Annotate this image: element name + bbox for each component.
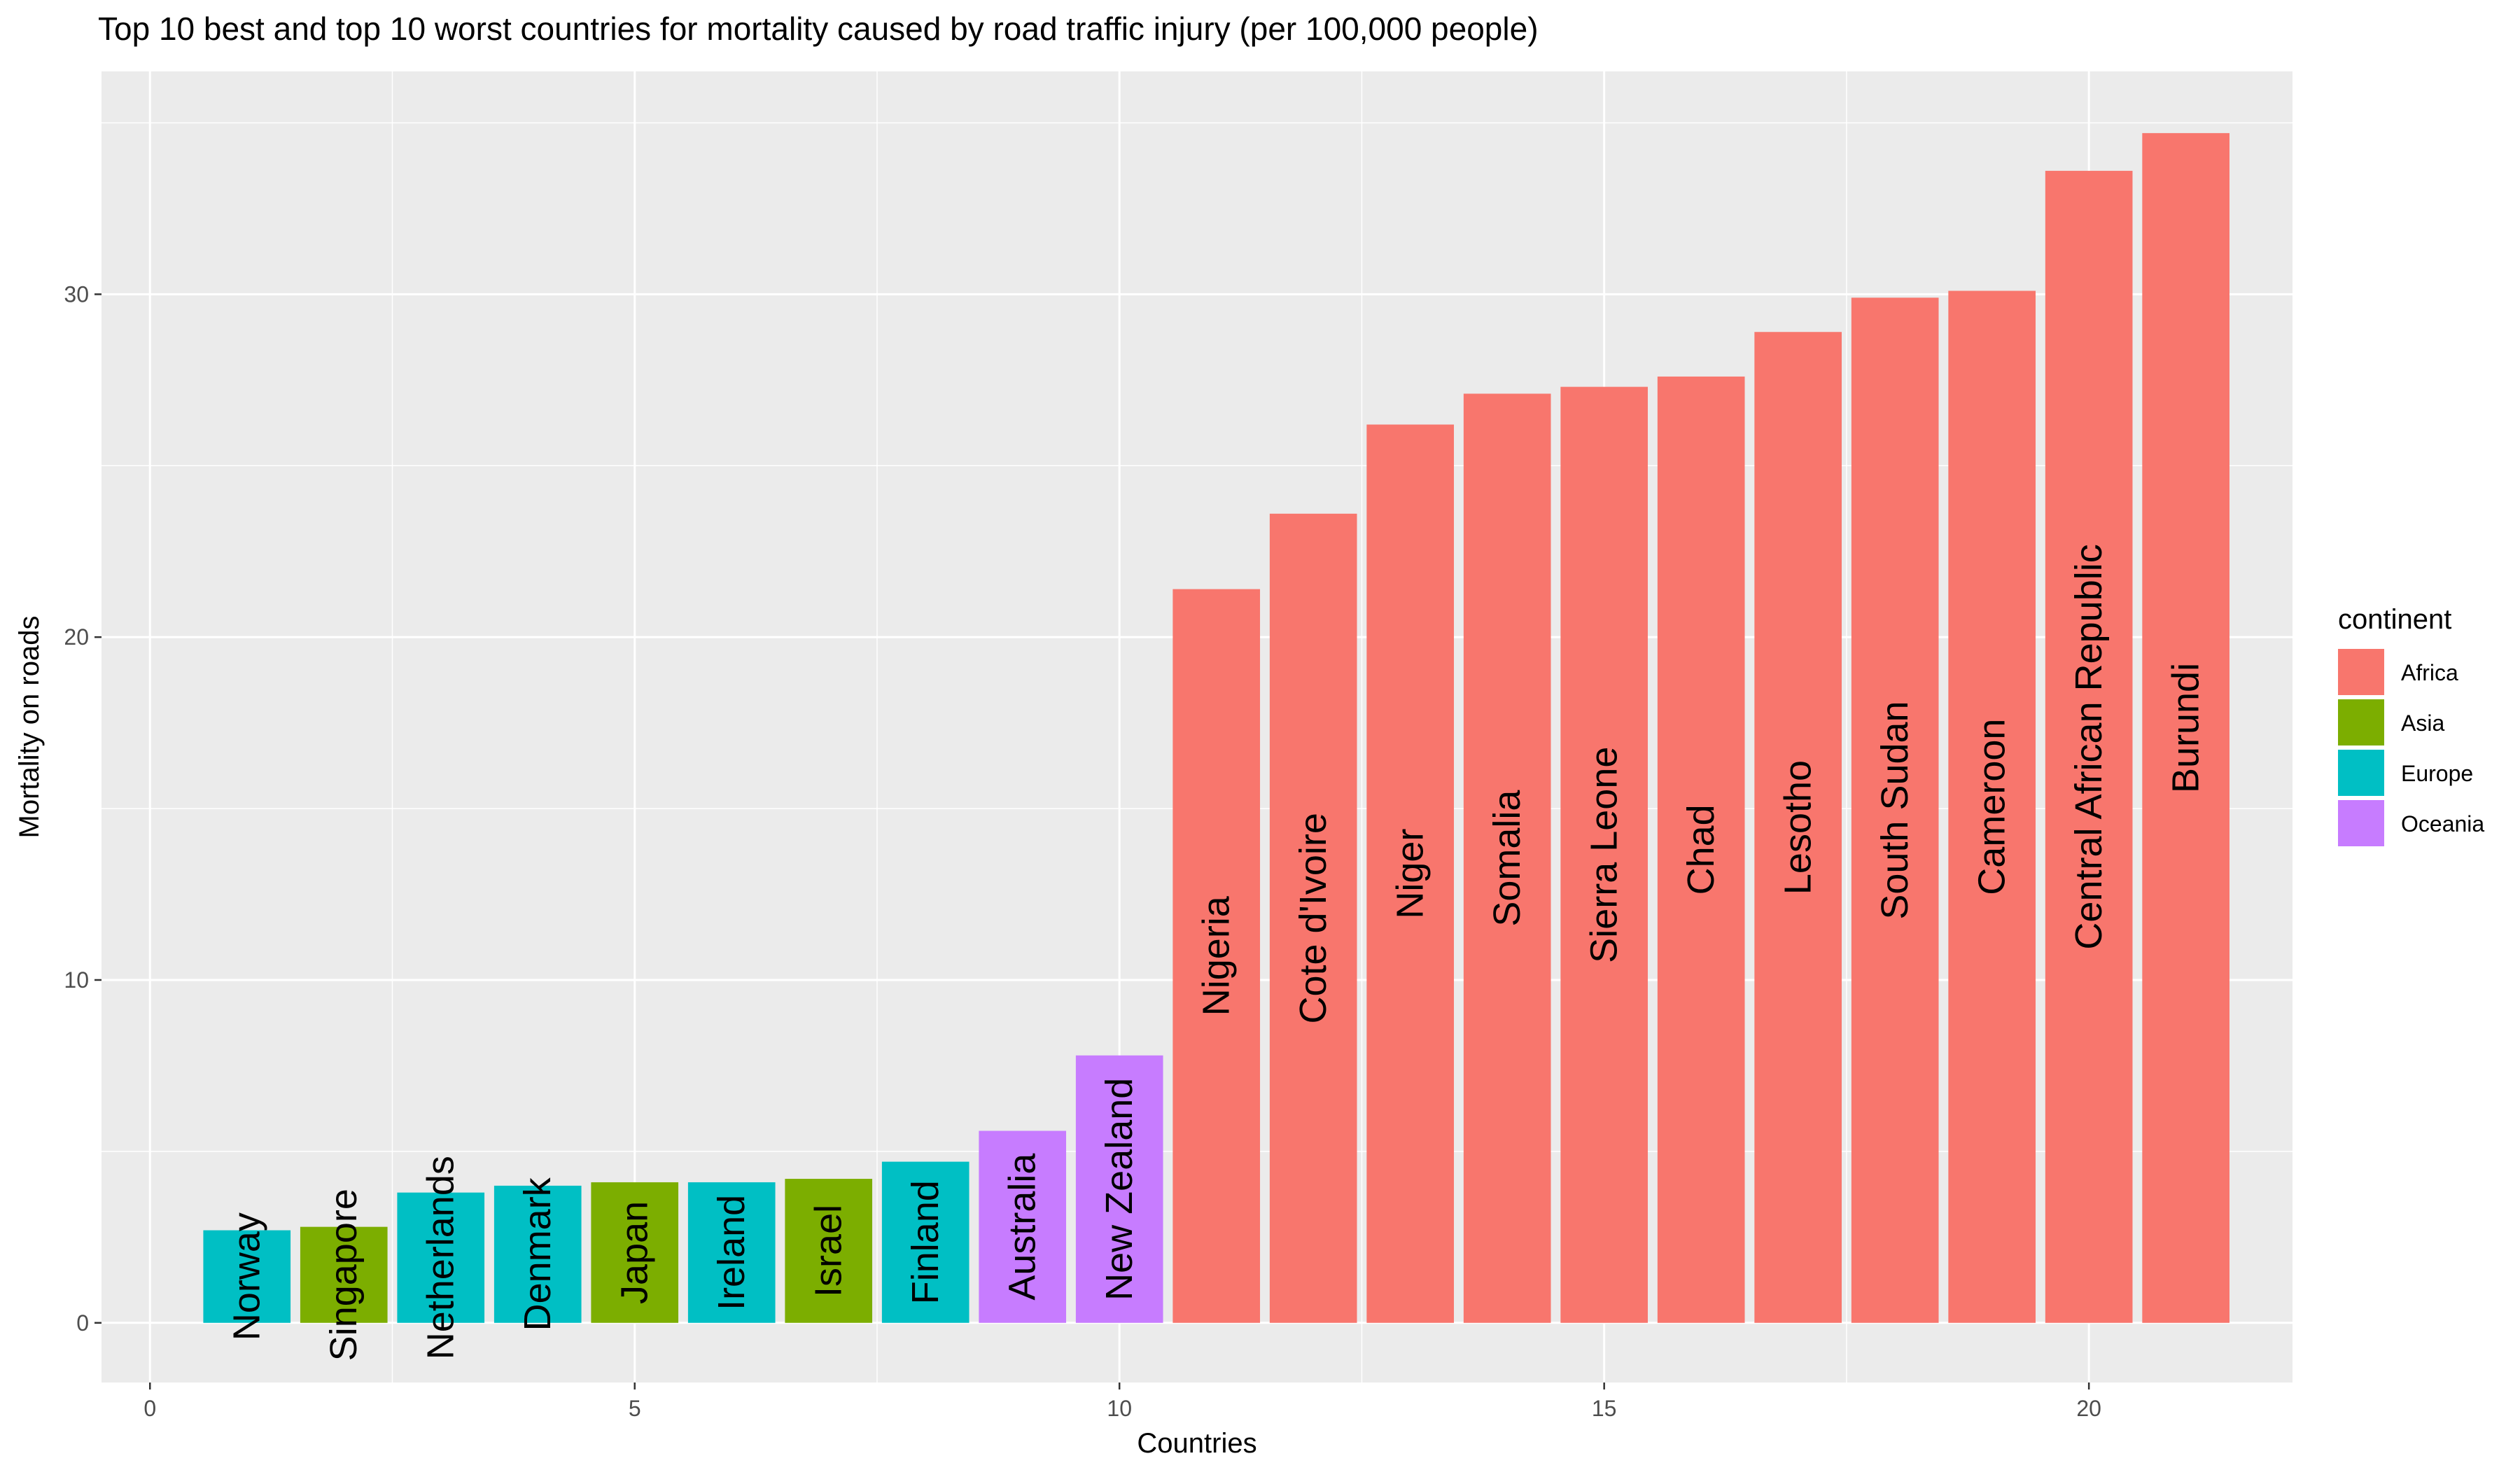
y-tick-label: 20 xyxy=(64,624,89,650)
bar xyxy=(2142,133,2230,1323)
bar xyxy=(1269,513,1357,1323)
bar-label: Singapore xyxy=(323,1189,365,1361)
bar-label: Niger xyxy=(1390,829,1432,919)
bar-label: Israel xyxy=(808,1205,850,1297)
x-tick-label: 20 xyxy=(2076,1396,2101,1421)
bar-label: Cameroon xyxy=(1971,719,2013,895)
bar xyxy=(1075,1055,1163,1323)
chart-title: Top 10 best and top 10 worst countries f… xyxy=(98,10,1539,47)
bar-label: Central African Republic xyxy=(2068,544,2110,949)
legend-swatch xyxy=(2338,699,2384,746)
x-tick-label: 10 xyxy=(1107,1396,1132,1421)
bar xyxy=(493,1185,582,1323)
bar-label: Australia xyxy=(1002,1153,1044,1301)
bar-label: Somalia xyxy=(1486,790,1528,927)
x-tick-label: 5 xyxy=(629,1396,641,1421)
x-axis-title: Countries xyxy=(1137,1428,1256,1459)
bar-label: Ireland xyxy=(710,1195,752,1310)
bar xyxy=(2045,171,2133,1323)
bar xyxy=(1851,298,1939,1323)
legend-items: Africa Asia Europe Oceania xyxy=(2338,649,2484,846)
bar xyxy=(1463,393,1551,1323)
legend-label: Oceania xyxy=(2401,811,2484,836)
bars xyxy=(203,133,2230,1323)
bar xyxy=(591,1182,679,1323)
bar-label: Burundi xyxy=(2165,663,2207,793)
bar-label: Denmark xyxy=(517,1177,559,1331)
bar xyxy=(1657,376,1745,1323)
bar-label: Finland xyxy=(904,1180,946,1304)
x-tick-label: 15 xyxy=(1592,1396,1617,1421)
y-axis-title: Mortality on roads xyxy=(14,616,45,839)
bar xyxy=(203,1230,291,1323)
bar xyxy=(881,1161,969,1323)
y-tick-label: 10 xyxy=(64,967,89,993)
bar-label: Lesotho xyxy=(1777,760,1819,895)
legend-swatch xyxy=(2338,750,2384,796)
x-tick-label: 0 xyxy=(144,1396,156,1421)
legend-swatch xyxy=(2338,800,2384,846)
bar xyxy=(687,1182,776,1323)
bar-label: Norway xyxy=(226,1212,268,1340)
legend-label: Africa xyxy=(2401,660,2458,685)
bar-label: New Zealand xyxy=(1098,1078,1140,1301)
legend-title: continent xyxy=(2338,604,2451,635)
bar-label: Sierra Leone xyxy=(1583,747,1625,963)
bar xyxy=(1754,332,1842,1323)
legend-label: Europe xyxy=(2401,761,2473,786)
bar xyxy=(1366,424,1455,1323)
bar-label: Japan xyxy=(614,1201,656,1304)
bar xyxy=(1172,589,1261,1323)
bar xyxy=(1948,290,2036,1323)
y-tick-label: 0 xyxy=(76,1310,89,1336)
bar xyxy=(979,1130,1067,1323)
bar-labels: Norway Singapore Netherlands Denmark Japan Ir… xyxy=(226,544,2207,1361)
bar-label: Nigeria xyxy=(1196,895,1238,1016)
bar-label: Chad xyxy=(1680,804,1722,895)
bar-label: Netherlands xyxy=(420,1156,462,1359)
legend-swatch xyxy=(2338,649,2384,695)
bar xyxy=(397,1192,485,1323)
bar-label: South Sudan xyxy=(1874,701,1916,919)
bar xyxy=(785,1179,873,1323)
bar xyxy=(1560,386,1648,1323)
axes: 0 10 20 30 0 5 10 15 20 xyxy=(64,281,2101,1421)
legend: continent Africa Asia Europe Oceania xyxy=(2338,604,2484,846)
y-tick-label: 30 xyxy=(64,281,89,307)
bar xyxy=(300,1226,388,1323)
bar-label: Cote d'Ivoire xyxy=(1292,813,1334,1023)
legend-label: Asia xyxy=(2401,710,2444,736)
